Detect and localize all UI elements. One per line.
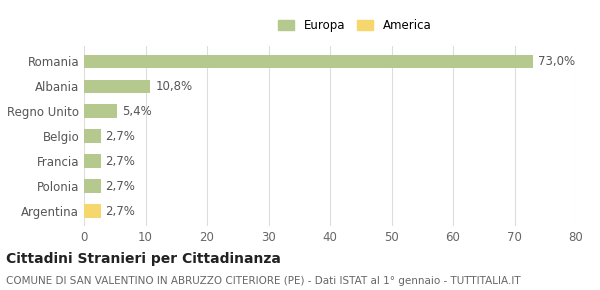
Text: 2,7%: 2,7% [106, 155, 136, 168]
Text: Cittadini Stranieri per Cittadinanza: Cittadini Stranieri per Cittadinanza [6, 252, 281, 266]
Text: 2,7%: 2,7% [106, 205, 136, 218]
Bar [84, 179, 101, 193]
Bar [84, 79, 151, 93]
Bar [84, 129, 101, 143]
Text: 73,0%: 73,0% [538, 55, 575, 68]
Bar [84, 104, 117, 118]
Text: 10,8%: 10,8% [155, 80, 193, 93]
Bar [84, 154, 101, 168]
Legend: Europa, America: Europa, America [273, 14, 436, 37]
Text: COMUNE DI SAN VALENTINO IN ABRUZZO CITERIORE (PE) - Dati ISTAT al 1° gennaio - T: COMUNE DI SAN VALENTINO IN ABRUZZO CITER… [6, 276, 521, 285]
Bar [84, 55, 533, 68]
Text: 2,7%: 2,7% [106, 180, 136, 193]
Text: 2,7%: 2,7% [106, 130, 136, 143]
Text: 5,4%: 5,4% [122, 105, 152, 118]
Bar [84, 204, 101, 218]
